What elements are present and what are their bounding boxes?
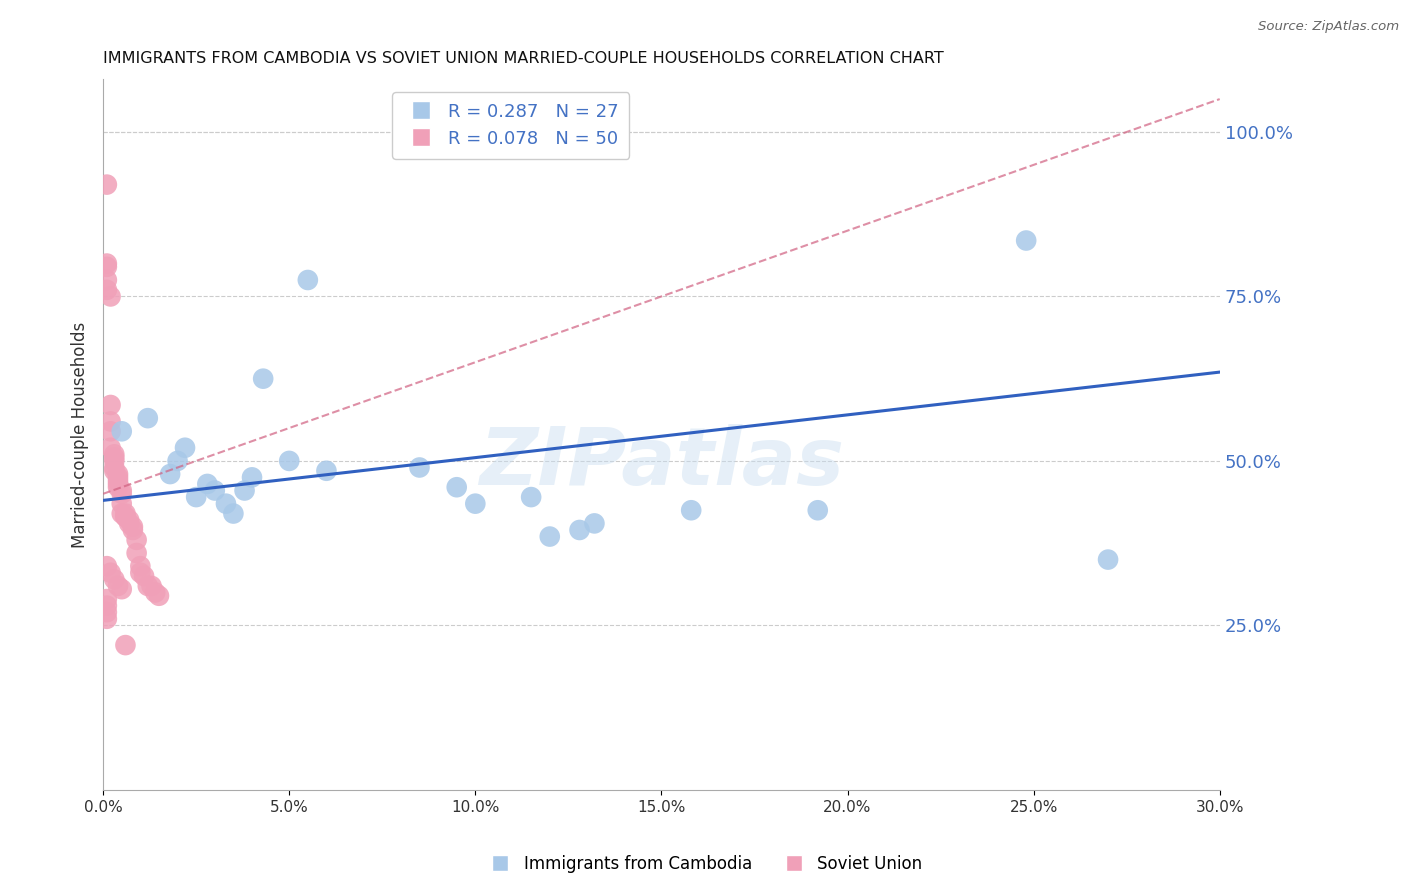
Point	[583, 516, 606, 531]
Point	[233, 483, 256, 498]
Point	[100, 425, 122, 439]
Point	[114, 638, 136, 652]
Point	[107, 579, 129, 593]
Point	[215, 497, 238, 511]
Point	[111, 487, 134, 501]
Point	[111, 507, 134, 521]
Point	[297, 273, 319, 287]
Point	[174, 441, 197, 455]
Point	[107, 470, 129, 484]
Point	[111, 582, 134, 597]
Point	[807, 503, 830, 517]
Point	[166, 454, 188, 468]
Point	[408, 460, 430, 475]
Point	[96, 605, 118, 619]
Point	[143, 585, 166, 599]
Point	[159, 467, 181, 481]
Point	[681, 503, 703, 517]
Point	[240, 470, 263, 484]
Point	[136, 411, 159, 425]
Point	[107, 480, 129, 494]
Text: ZIPatlas: ZIPatlas	[479, 424, 844, 502]
Point	[252, 372, 274, 386]
Point	[278, 454, 301, 468]
Point	[464, 497, 486, 511]
Point	[1097, 552, 1119, 566]
Point	[195, 477, 218, 491]
Point	[96, 559, 118, 574]
Point	[446, 480, 468, 494]
Point	[100, 414, 122, 428]
Point	[125, 546, 148, 560]
Point	[114, 509, 136, 524]
Point	[103, 464, 125, 478]
Point	[129, 566, 152, 580]
Point	[114, 509, 136, 524]
Point	[103, 460, 125, 475]
Point	[118, 513, 141, 527]
Point	[204, 483, 226, 498]
Point	[222, 507, 245, 521]
Point	[107, 477, 129, 491]
Point	[103, 450, 125, 465]
Point	[103, 572, 125, 586]
Point	[125, 533, 148, 547]
Point	[96, 592, 118, 607]
Point	[136, 579, 159, 593]
Point	[100, 566, 122, 580]
Point	[96, 273, 118, 287]
Legend: R = 0.287   N = 27, R = 0.078   N = 50: R = 0.287 N = 27, R = 0.078 N = 50	[392, 92, 630, 159]
Point	[107, 467, 129, 481]
Point	[129, 559, 152, 574]
Point	[100, 289, 122, 303]
Point	[122, 523, 145, 537]
Point	[186, 490, 208, 504]
Point	[520, 490, 543, 504]
Point	[107, 474, 129, 488]
Point	[122, 519, 145, 533]
Point	[103, 454, 125, 468]
Point	[141, 579, 163, 593]
Point	[103, 447, 125, 461]
Point	[100, 398, 122, 412]
Text: IMMIGRANTS FROM CAMBODIA VS SOVIET UNION MARRIED-COUPLE HOUSEHOLDS CORRELATION C: IMMIGRANTS FROM CAMBODIA VS SOVIET UNION…	[103, 51, 943, 66]
Point	[96, 599, 118, 613]
Point	[96, 612, 118, 626]
Point	[568, 523, 591, 537]
Point	[148, 589, 170, 603]
Point	[315, 464, 337, 478]
Y-axis label: Married-couple Households: Married-couple Households	[72, 321, 89, 548]
Point	[111, 483, 134, 498]
Point	[111, 425, 134, 439]
Point	[100, 441, 122, 455]
Point	[132, 569, 155, 583]
Point	[96, 178, 118, 192]
Point	[114, 507, 136, 521]
Point	[96, 283, 118, 297]
Legend: Immigrants from Cambodia, Soviet Union: Immigrants from Cambodia, Soviet Union	[477, 848, 929, 880]
Point	[1015, 234, 1038, 248]
Point	[118, 516, 141, 531]
Point	[96, 260, 118, 274]
Point	[96, 256, 118, 270]
Text: Source: ZipAtlas.com: Source: ZipAtlas.com	[1258, 20, 1399, 33]
Point	[111, 497, 134, 511]
Point	[538, 530, 561, 544]
